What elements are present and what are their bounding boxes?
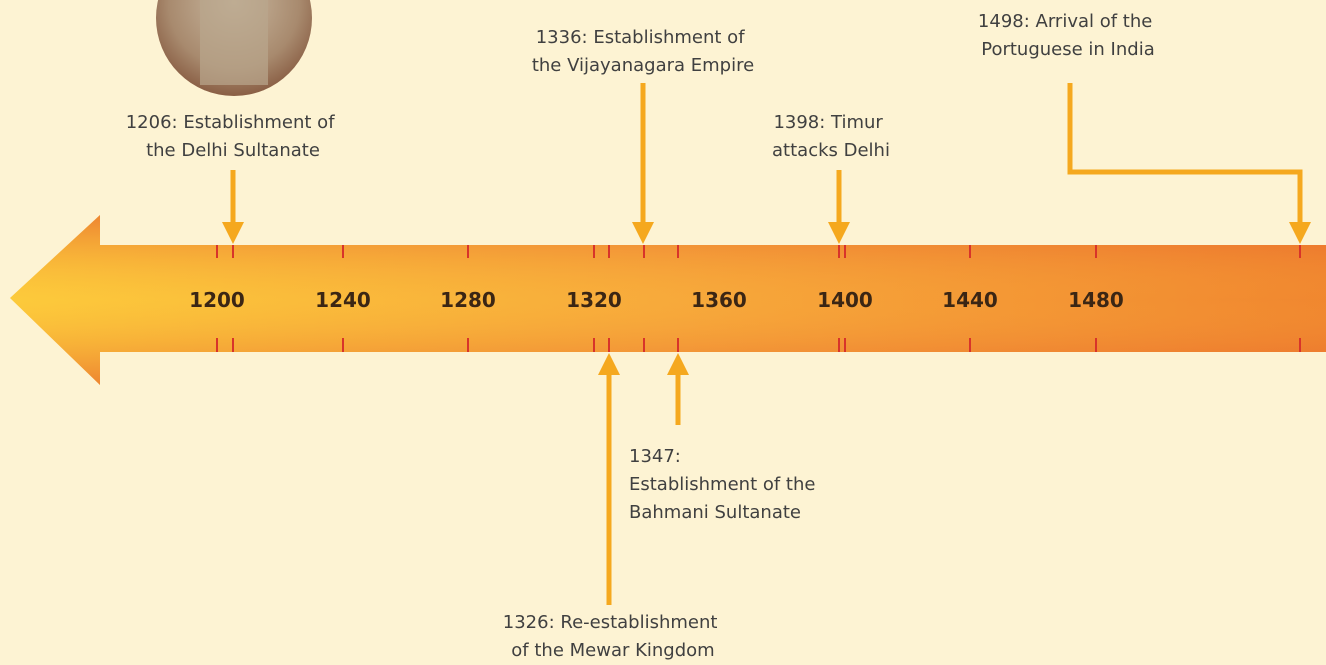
event-label: 1498: Arrival of the Portuguese in India <box>978 11 1158 60</box>
event-line: Portuguese in India <box>981 39 1154 60</box>
year-label: 1320 <box>566 288 622 312</box>
event-label: 1398: Timur attacks Delhi <box>772 112 890 161</box>
year-label: 1200 <box>189 288 245 312</box>
event-line: the Vijayanagara Empire <box>532 55 754 76</box>
event-line: the Delhi Sultanate <box>146 140 320 161</box>
event-line: of the Mewar Kingdom <box>511 640 714 661</box>
event-line: 1206: Establishment of <box>126 112 335 133</box>
event-line: 1498: Arrival of the <box>978 11 1152 32</box>
year-label: 1240 <box>315 288 371 312</box>
event-line: Establishment of the <box>629 474 815 495</box>
event-line: 1347: <box>629 446 681 467</box>
event-line: attacks Delhi <box>772 140 890 161</box>
year-label: 1400 <box>817 288 873 312</box>
event-label: 1336: Establishment of the Vijayanagara … <box>532 27 754 76</box>
event-label: 1206: Establishment of the Delhi Sultana… <box>126 112 341 161</box>
year-label: 1280 <box>440 288 496 312</box>
event-line: 1398: Timur <box>773 112 883 133</box>
year-label: 1440 <box>942 288 998 312</box>
timeline-diagram: 1200 1240 1280 1320 1360 1400 1440 1480 … <box>0 0 1326 665</box>
event-line: 1336: Establishment of <box>536 27 745 48</box>
event-line: 1326: Re-establishment <box>503 612 718 633</box>
photo-detail <box>200 0 268 85</box>
year-label: 1480 <box>1068 288 1124 312</box>
event-line: Bahmani Sultanate <box>629 502 801 523</box>
year-label: 1360 <box>691 288 747 312</box>
event-label: 1326: Re-establishment of the Mewar King… <box>503 612 723 661</box>
event-label: 1347: Establishment of the Bahmani Sulta… <box>629 446 821 523</box>
